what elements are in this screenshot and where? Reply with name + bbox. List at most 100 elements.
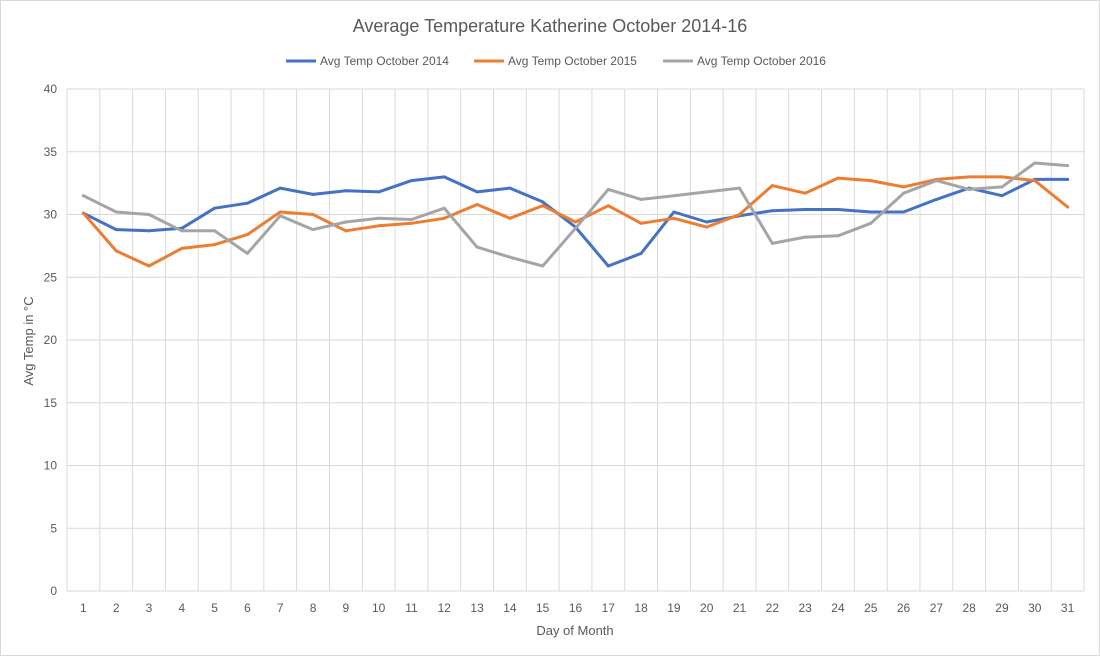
data-point xyxy=(508,255,512,259)
data-point xyxy=(705,190,709,194)
y-tick-label: 10 xyxy=(44,459,58,473)
data-point xyxy=(705,225,709,229)
data-point xyxy=(770,184,774,188)
data-point xyxy=(344,220,348,224)
data-point xyxy=(213,206,217,210)
x-tick-label: 30 xyxy=(1028,601,1042,615)
data-point xyxy=(278,214,282,218)
data-point xyxy=(803,191,807,195)
x-tick-label: 2 xyxy=(113,601,120,615)
x-tick-label: 12 xyxy=(438,601,452,615)
x-tick-label: 8 xyxy=(310,601,317,615)
data-point xyxy=(344,189,348,193)
data-point xyxy=(738,213,742,216)
legend-label: Avg Temp October 2014 xyxy=(320,54,449,68)
legend-label: Avg Temp October 2016 xyxy=(697,54,826,68)
data-point xyxy=(147,213,151,216)
data-point xyxy=(639,251,643,255)
data-point xyxy=(1000,194,1004,198)
y-tick-label: 5 xyxy=(50,521,57,535)
y-tick-label: 0 xyxy=(50,584,57,598)
y-tick-label: 25 xyxy=(44,270,58,284)
data-point xyxy=(147,264,151,268)
gridlines xyxy=(66,88,1085,592)
x-tick-label: 31 xyxy=(1061,601,1075,615)
data-point xyxy=(606,187,610,191)
y-tick-label: 35 xyxy=(44,145,58,159)
data-point xyxy=(278,210,282,214)
data-point xyxy=(344,229,348,233)
data-point xyxy=(770,241,774,245)
data-point xyxy=(114,249,118,253)
x-tick-label: 3 xyxy=(146,601,153,615)
data-point xyxy=(311,228,315,232)
data-point xyxy=(442,206,446,210)
data-point xyxy=(606,204,610,208)
data-point xyxy=(245,251,249,255)
x-tick-label: 24 xyxy=(831,601,845,615)
data-point xyxy=(213,229,217,233)
data-point xyxy=(902,185,906,189)
data-point xyxy=(574,226,577,230)
data-point xyxy=(508,186,512,190)
data-point xyxy=(869,221,873,225)
data-point xyxy=(574,220,577,224)
x-tick-label: 15 xyxy=(536,601,550,615)
x-tick-label: 7 xyxy=(277,601,284,615)
legend: Avg Temp October 2014 Avg Temp October 20… xyxy=(286,54,826,68)
data-point xyxy=(803,235,807,239)
data-point xyxy=(508,216,512,220)
data-point xyxy=(1000,175,1004,179)
data-point xyxy=(639,221,643,225)
data-point xyxy=(180,246,184,250)
data-point xyxy=(114,228,118,232)
data-point xyxy=(967,187,971,191)
data-point xyxy=(869,210,873,214)
x-tick-label: 23 xyxy=(798,601,812,615)
data-point xyxy=(869,179,873,183)
data-point xyxy=(311,213,315,216)
data-point xyxy=(672,216,676,220)
data-point xyxy=(1000,185,1004,189)
data-point xyxy=(245,233,249,237)
x-tick-label: 21 xyxy=(733,601,747,615)
data-point xyxy=(902,191,906,195)
data-point xyxy=(639,197,643,201)
x-tick-label: 26 xyxy=(897,601,911,615)
x-tick-label: 19 xyxy=(667,601,681,615)
legend-label: Avg Temp October 2015 xyxy=(508,54,637,68)
y-tick-label: 20 xyxy=(44,333,58,347)
x-tick-label: 17 xyxy=(602,601,616,615)
data-point xyxy=(245,201,249,205)
x-tick-label: 5 xyxy=(211,601,218,615)
x-tick-label: 10 xyxy=(372,601,386,615)
x-tick-label: 29 xyxy=(995,601,1009,615)
data-point xyxy=(81,211,85,215)
x-tick-label: 25 xyxy=(864,601,878,615)
data-point xyxy=(672,210,676,214)
data-point xyxy=(114,210,118,214)
legend-item: Avg Temp October 2015 xyxy=(474,54,637,68)
data-point xyxy=(475,202,479,206)
data-point xyxy=(705,220,709,224)
x-tick-label: 28 xyxy=(962,601,976,615)
data-point xyxy=(606,264,610,268)
data-point xyxy=(836,207,840,211)
data-point xyxy=(442,175,446,179)
data-point xyxy=(934,197,938,201)
y-tick-label: 40 xyxy=(44,82,58,96)
data-point xyxy=(442,216,446,220)
data-point xyxy=(147,229,151,233)
x-tick-label: 16 xyxy=(569,601,583,615)
chart-title: Average Temperature Katherine October 20… xyxy=(353,16,748,36)
data-point xyxy=(475,245,479,249)
data-point xyxy=(1033,161,1037,165)
data-point xyxy=(475,190,479,194)
data-point xyxy=(967,175,971,179)
y-axis-label: Avg Temp in °C xyxy=(21,296,36,385)
x-tick-label: 9 xyxy=(343,601,350,615)
x-tick-label: 13 xyxy=(470,601,484,615)
y-tick-label: 15 xyxy=(44,396,58,410)
